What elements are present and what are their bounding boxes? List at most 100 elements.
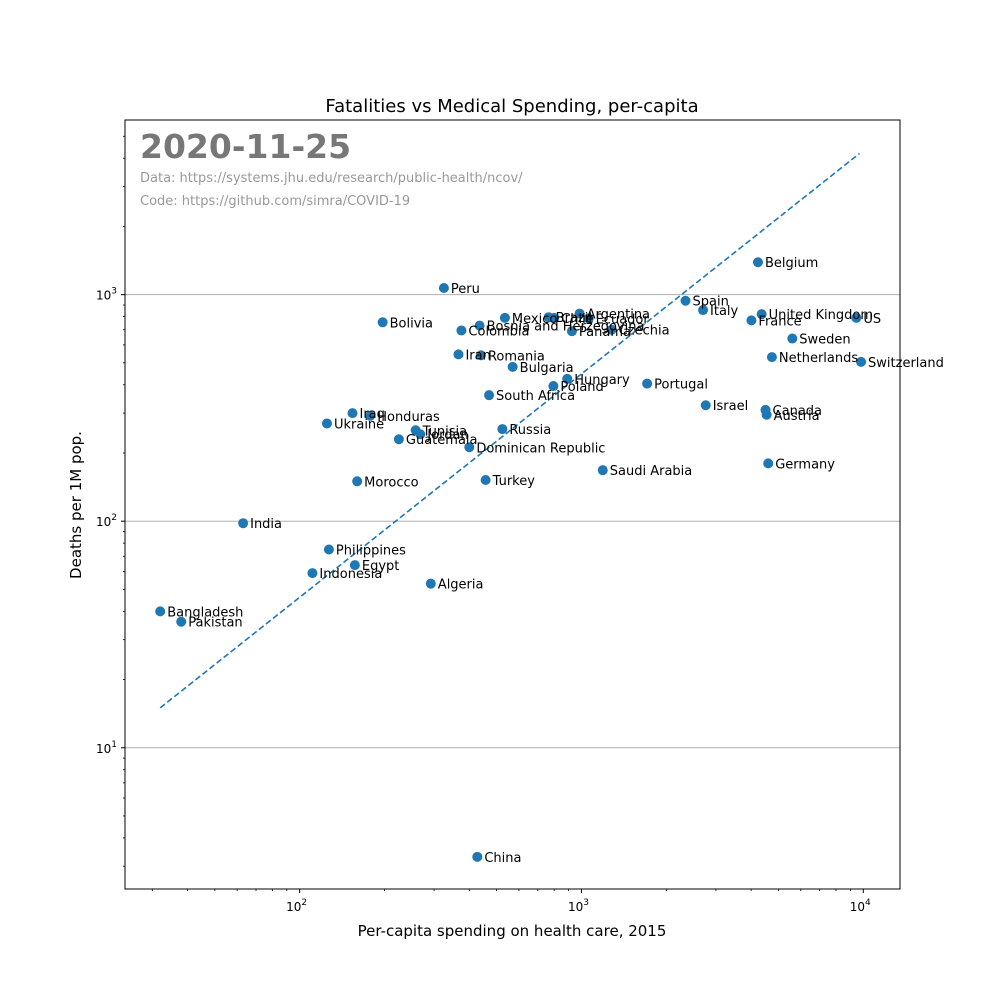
point-label: Mexico — [512, 312, 557, 327]
data-point — [365, 410, 376, 421]
data-point — [583, 313, 594, 324]
code-source-note: Code: https://github.com/simra/COVID-19 — [140, 194, 410, 209]
data-point — [856, 356, 867, 367]
point-label: Bulgaria — [520, 361, 574, 376]
data-point — [323, 544, 334, 555]
data-point — [851, 312, 862, 323]
point-label: Germany — [775, 457, 835, 472]
point-label: Sweden — [799, 333, 850, 348]
point-label: US — [863, 312, 881, 327]
point-label: South Africa — [496, 389, 575, 404]
y-tick-label: 102 — [96, 513, 117, 529]
point-label: Philippines — [336, 544, 406, 559]
data-point — [464, 442, 475, 453]
point-label: Brazil — [556, 311, 592, 326]
point-label: Turkey — [492, 474, 536, 489]
point-labels: Peru Bolivia Bosnia and HerzegovinaColombi… — [167, 256, 944, 866]
data-point — [438, 282, 449, 293]
data-point — [507, 361, 518, 372]
point-label: Tunisia — [422, 424, 467, 439]
data-point — [680, 295, 691, 306]
data-point — [176, 616, 187, 627]
data-point — [497, 424, 508, 435]
data-point — [349, 560, 360, 571]
data-point — [597, 465, 608, 476]
point-label: Honduras — [377, 410, 440, 425]
point-label: Netherlands — [779, 351, 858, 366]
data-point — [480, 475, 491, 486]
data-point — [347, 408, 358, 419]
axis-ticks: 101 102 103 102 103 104 — [96, 135, 871, 914]
point-label: Austria — [774, 409, 820, 424]
point-label: France — [758, 314, 801, 329]
data-source-note: Data: https://systems.jhu.edu/research/p… — [140, 171, 523, 186]
y-tick-label: 101 — [96, 740, 117, 756]
data-point — [472, 851, 483, 862]
point-label: United Kingdom — [769, 308, 873, 323]
data-point — [642, 378, 653, 389]
data-point — [475, 350, 486, 361]
point-label: Morocco — [364, 475, 418, 490]
point-label: Ukraine — [334, 417, 384, 432]
plot-frame — [124, 119, 901, 890]
point-label: Jordan — [426, 428, 468, 443]
chart-title: Fatalities vs Medical Spending, per-capi… — [325, 96, 698, 117]
data-point — [456, 325, 467, 336]
point-label: Peru — [451, 282, 480, 297]
data-point — [746, 315, 757, 326]
point-label: Belgium — [765, 256, 818, 271]
point-label: Pakistan — [188, 616, 242, 631]
data-point — [606, 324, 617, 335]
data-point — [562, 373, 573, 384]
point-label: India — [250, 517, 282, 532]
point-label: Dominican Republic — [476, 441, 605, 456]
data-point — [238, 518, 249, 529]
x-tick-label: 102 — [286, 898, 307, 914]
point-label: Romania — [488, 349, 545, 364]
data-point — [761, 409, 772, 420]
point-label: Bolivia — [390, 316, 433, 331]
data-point — [155, 606, 166, 617]
point-label: Canada — [773, 404, 822, 419]
data-point — [574, 308, 585, 319]
y-axis-label: Deaths per 1M pop. — [67, 431, 85, 579]
point-label: China — [484, 851, 521, 866]
data-point — [566, 326, 577, 337]
point-label: Indonesia — [319, 567, 382, 582]
point-label: Iraq — [360, 407, 385, 422]
point-label: Chile — [561, 312, 594, 327]
data-point — [499, 312, 510, 323]
data-point — [484, 390, 495, 401]
data-point — [763, 458, 774, 469]
data-point — [766, 352, 777, 363]
point-label: Portugal — [654, 378, 708, 393]
data-point — [321, 418, 332, 429]
point-label: Colombia — [468, 324, 529, 339]
data-point — [700, 400, 711, 411]
point-label: Iran — [465, 348, 490, 363]
point-label: Argentina — [587, 308, 650, 323]
point-label: Israel — [713, 399, 749, 414]
point-label: Switzerland — [868, 356, 944, 371]
data-point — [787, 333, 798, 344]
point-label: Russia — [509, 423, 551, 438]
data-point — [377, 317, 388, 328]
data-point — [415, 429, 426, 440]
data-point — [549, 312, 560, 323]
trendline-group — [159, 152, 861, 709]
data-point — [698, 305, 709, 316]
data-point — [752, 257, 763, 268]
gridlines — [125, 294, 900, 749]
x-tick-label: 104 — [850, 898, 871, 914]
point-label: Algeria — [438, 578, 484, 593]
data-point — [756, 309, 767, 320]
date-annotation: 2020-11-25 — [140, 127, 351, 166]
data-point — [425, 578, 436, 589]
point-label: Poland — [560, 380, 603, 395]
point-label: Egypt — [362, 559, 400, 574]
point-label: Guatemala — [406, 433, 478, 448]
x-axis-label: Per-capita spending on health care, 2015 — [358, 922, 667, 940]
point-label: Bangladesh — [167, 605, 243, 620]
point-label: Ecuador — [596, 312, 650, 327]
